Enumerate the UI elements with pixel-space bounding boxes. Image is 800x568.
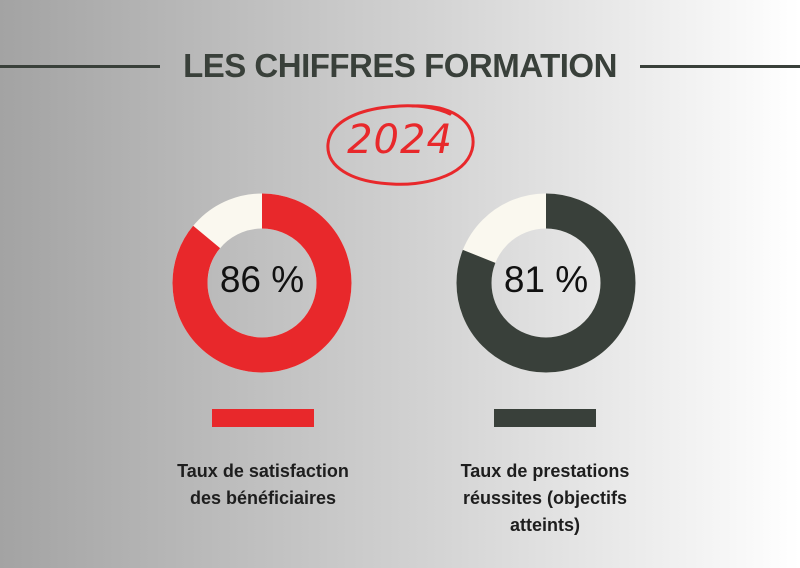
- donut-value-arc-prestations: [456, 193, 636, 373]
- legend-swatch-satisfaction: [212, 409, 314, 427]
- donut-percentage-prestations: 81 %: [503, 259, 589, 300]
- title-divider-left: [0, 65, 160, 68]
- donut-percentage-satisfaction: 86 %: [219, 259, 305, 300]
- title-row: LES CHIFFRES FORMATION: [0, 44, 800, 88]
- donut-chart-satisfaction: [172, 193, 352, 373]
- caption-prestations: Taux de prestations réussites (objectifs…: [460, 461, 630, 535]
- year-circle-outline: [326, 104, 475, 186]
- title-divider-right: [640, 65, 800, 68]
- donut-chart-prestations: [456, 193, 636, 373]
- caption-satisfaction: Taux de satisfaction des bénéficiaires: [177, 461, 349, 508]
- donut-value-arc-satisfaction: [172, 193, 352, 373]
- legend-swatch-prestations: [494, 409, 596, 427]
- year-label: 2024: [347, 117, 453, 163]
- page-title: LES CHIFFRES FORMATION: [183, 47, 617, 84]
